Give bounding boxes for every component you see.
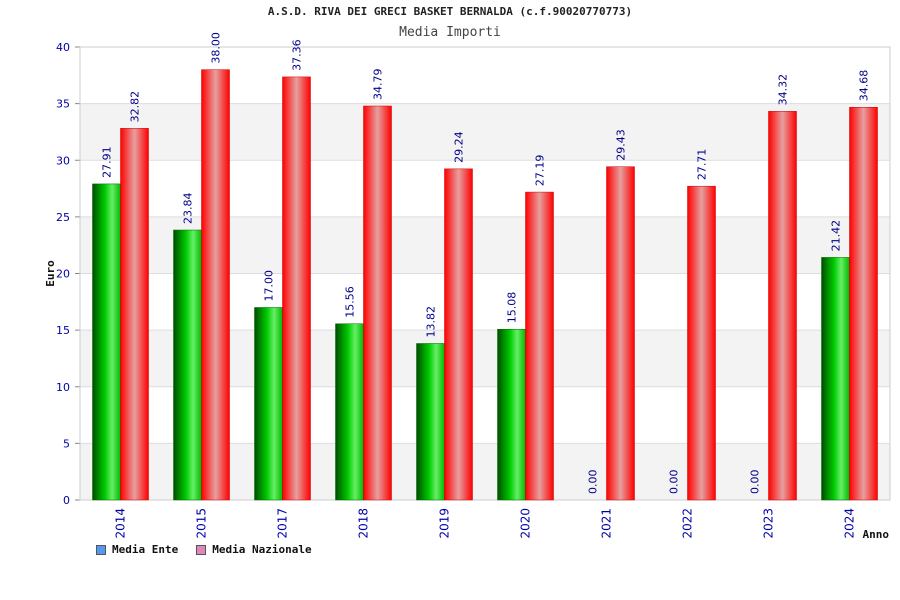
y-tick-label: 15: [56, 324, 70, 337]
data-label-media-ente: 15.56: [344, 286, 357, 318]
data-label-media-ente: 0.00: [587, 470, 600, 495]
x-tick-label: 2022: [681, 508, 695, 539]
data-label-media-ente: 0.00: [749, 470, 762, 495]
bar-media-nazionale: [282, 76, 311, 501]
x-tick-label: 2021: [600, 508, 614, 539]
legend-label-media-nazionale: Media Nazionale: [212, 543, 312, 556]
bar-media-ente: [92, 183, 121, 501]
bar-media-nazionale: [444, 168, 473, 501]
x-tick-label: 2019: [438, 508, 452, 539]
bar-media-ente: [416, 343, 445, 501]
bar-media-nazionale: [606, 166, 635, 501]
data-label-media-ente: 13.82: [425, 306, 438, 338]
x-tick-label: 2023: [762, 508, 776, 539]
bar-media-ente: [821, 257, 850, 501]
chart-legend: Media Ente Media Nazionale: [96, 543, 312, 556]
y-tick-label: 5: [63, 437, 70, 450]
data-label-media-ente: 15.08: [506, 292, 519, 324]
bar-media-ente: [335, 323, 364, 501]
data-label-media-nazionale: 29.24: [453, 131, 466, 163]
y-axis-label: Euro: [44, 260, 57, 287]
bar-media-nazionale: [768, 111, 797, 501]
data-label-media-nazionale: 27.19: [534, 155, 547, 187]
x-tick-label: 2024: [843, 508, 857, 539]
bar-media-ente: [497, 328, 526, 501]
data-label-media-nazionale: 37.36: [291, 39, 304, 71]
data-label-media-nazionale: 34.68: [858, 70, 871, 102]
legend-item-media-nazionale: Media Nazionale: [196, 543, 312, 556]
legend-item-media-ente: Media Ente: [96, 543, 178, 556]
y-tick-label: 10: [56, 381, 70, 394]
bar-media-nazionale: [201, 69, 230, 501]
legend-swatch-media-nazionale: [196, 544, 207, 555]
data-label-media-ente: 17.00: [263, 270, 276, 302]
data-label-media-ente: 23.84: [182, 193, 195, 225]
y-tick-label: 25: [56, 211, 70, 224]
bar-media-nazionale: [525, 191, 554, 501]
y-tick-label: 30: [56, 154, 70, 167]
data-label-media-nazionale: 38.00: [210, 32, 223, 64]
chart-subtitle: Media Importi: [399, 25, 501, 40]
bar-media-nazionale: [687, 185, 716, 501]
bar-media-ente: [254, 307, 283, 501]
data-label-media-nazionale: 34.32: [777, 74, 790, 106]
x-tick-label: 2020: [519, 508, 533, 539]
plot-border: [79, 46, 891, 501]
bar-media-nazionale: [120, 128, 149, 501]
data-label-media-ente: 21.42: [830, 220, 843, 252]
x-tick-label: 2014: [114, 508, 128, 539]
bar-media-nazionale: [363, 105, 392, 501]
y-tick-label: 35: [56, 98, 70, 111]
x-tick-label: 2015: [195, 508, 209, 539]
x-axis-label: Anno: [863, 528, 890, 541]
data-label-media-nazionale: 32.82: [129, 91, 142, 123]
x-tick-label: 2018: [357, 508, 371, 539]
y-tick-label: 40: [56, 41, 70, 54]
bar-media-nazionale: [849, 106, 878, 501]
bar-media-ente: [173, 229, 202, 501]
data-label-media-ente: 0.00: [668, 470, 681, 495]
data-label-media-nazionale: 27.71: [696, 149, 709, 181]
data-label-media-ente: 27.91: [101, 146, 114, 178]
y-tick-label: 0: [63, 494, 70, 507]
y-tick-label: 20: [56, 268, 70, 281]
legend-label-media-ente: Media Ente: [112, 543, 179, 556]
data-label-media-nazionale: 34.79: [372, 69, 385, 101]
data-label-media-nazionale: 29.43: [615, 129, 628, 161]
x-tick-label: 2017: [276, 508, 290, 539]
legend-swatch-media-ente: [96, 544, 106, 555]
chart-title: A.S.D. RIVA DEI GRECI BASKET BERNALDA (c…: [267, 5, 633, 18]
